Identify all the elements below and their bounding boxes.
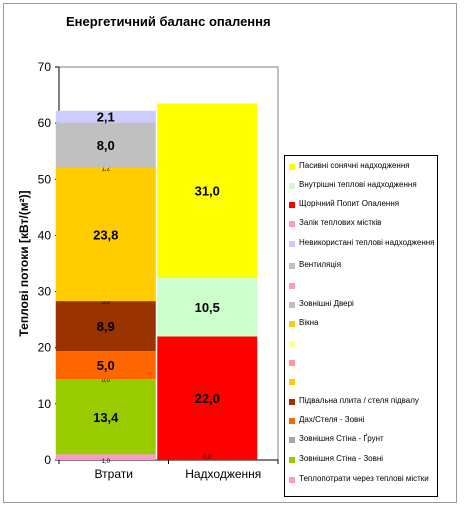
legend-swatch [289, 241, 295, 247]
legend-item [289, 376, 439, 385]
legend-label: Вентиляція [299, 260, 342, 269]
legend-label: Щорічний Попит Опалення [299, 199, 400, 208]
losses-bar-segment [55, 110, 156, 123]
legend-swatch [289, 202, 295, 208]
losses-bar-segment [55, 351, 156, 380]
gains-bar-segment [157, 277, 258, 337]
legend-label: Зовнішня Стіна - Зовні [299, 454, 384, 463]
losses-bar-segment [55, 122, 156, 168]
legend-label: Внутрішні теплові надходження [299, 180, 417, 189]
legend-swatch [289, 437, 295, 443]
gains-bar-segment [157, 336, 258, 460]
losses-bar-segment [55, 454, 156, 460]
losses-data-label: 8,0 [97, 138, 115, 153]
legend-label: Зовнішня Стіна - Ґрунт [299, 434, 384, 443]
legend-item: Щорічний Попит Опалення [289, 199, 439, 209]
legend-label: Невикористані теплові надходження [299, 238, 435, 247]
legend-swatch [289, 379, 295, 385]
losses-bar-segment [55, 167, 156, 302]
legend-swatch [289, 183, 295, 189]
legend-swatch [289, 457, 295, 463]
legend-swatch [289, 302, 295, 308]
legend-item: Внутрішні теплові надходження [289, 180, 439, 190]
losses-data-label-small: 1,2 [102, 166, 111, 172]
losses-data-label: 23,8 [93, 227, 118, 242]
legend-swatch [289, 321, 295, 327]
losses-data-label-small: 0,0 [102, 300, 111, 306]
losses-data-label: 8,9 [97, 319, 115, 334]
gains-data-label: 22,0 [195, 391, 220, 406]
y-tick-label: 60 [38, 116, 52, 130]
losses-data-label: 13,4 [93, 410, 119, 425]
legend-item [289, 280, 439, 289]
gains-data-label: 31,0 [195, 184, 220, 199]
legend: Пасивні сонячні надходження Внутрішні теп… [284, 155, 438, 497]
legend-swatch [289, 418, 295, 424]
legend-swatch [289, 341, 295, 347]
losses-data-label: 2,1 [97, 110, 115, 125]
legend-swatch [289, 477, 295, 483]
legend-label: Теплопотрати через теплові містки [299, 474, 429, 483]
legend-swatch [289, 360, 295, 366]
legend-item: Підвальна плита / стеля підвалу [289, 396, 439, 406]
legend-label: Вікна [299, 318, 319, 327]
losses-data-label: 5,0 [97, 358, 115, 373]
y-tick-label: 70 [38, 60, 52, 74]
legend-swatch [289, 399, 295, 405]
legend-label: Зовнішні Двері [299, 299, 354, 308]
losses-data-label-small: 1,0 [102, 459, 111, 465]
losses-bar-segment [55, 379, 156, 455]
gains-bar-segment [157, 103, 258, 278]
legend-item: Зовнішня Стіна - Зовні [289, 454, 439, 464]
gains-data-label: 10,5 [195, 300, 220, 315]
legend-item: Вентиляція [289, 260, 439, 270]
y-axis-label: Теплові потоки [кВт/(м²)] [17, 190, 31, 336]
legend-item: Вікна [289, 318, 439, 328]
y-tick-label: 10 [38, 397, 52, 411]
legend-item: Теплопотрати через теплові містки [289, 474, 439, 484]
legend-label: Підвальна плита / стеля підвалу [299, 396, 419, 405]
y-tick-label: 20 [38, 341, 52, 355]
legend-label: Залік теплових містків [299, 218, 382, 227]
legend-item [289, 338, 439, 347]
gains-data-label-small: 0,0 [203, 455, 212, 461]
legend-item: Пасивні сонячні надходження [289, 161, 439, 171]
losses-bar-segment [55, 301, 156, 352]
legend-item: Залік теплових містків [289, 218, 439, 228]
legend-item: Невикористані теплові надходження [289, 238, 439, 248]
losses-data-label-small: 0,0 [102, 378, 111, 384]
legend-label: Дах/Стеля - Зовні [299, 415, 365, 424]
legend-item: Зовнішня Стіна - Ґрунт [289, 434, 439, 444]
legend-swatch [289, 263, 295, 269]
legend-item: Зовнішні Двері [289, 299, 439, 309]
chart-title: Енергетичний баланс опалення [66, 14, 271, 29]
y-tick-label: 30 [38, 285, 52, 299]
legend-swatch [289, 283, 295, 289]
y-tick-label: 40 [38, 228, 52, 242]
x-tick-label: Втрати [95, 467, 133, 481]
y-tick-label: 50 [38, 172, 52, 186]
y-tick-label: 0 [44, 453, 51, 467]
legend-swatch [289, 221, 295, 227]
x-tick-label: Надходження [185, 467, 261, 481]
legend-swatch [289, 164, 295, 170]
legend-item: Дах/Стеля - Зовні [289, 415, 439, 425]
legend-item [289, 357, 439, 366]
legend-label: Пасивні сонячні надходження [299, 161, 410, 170]
